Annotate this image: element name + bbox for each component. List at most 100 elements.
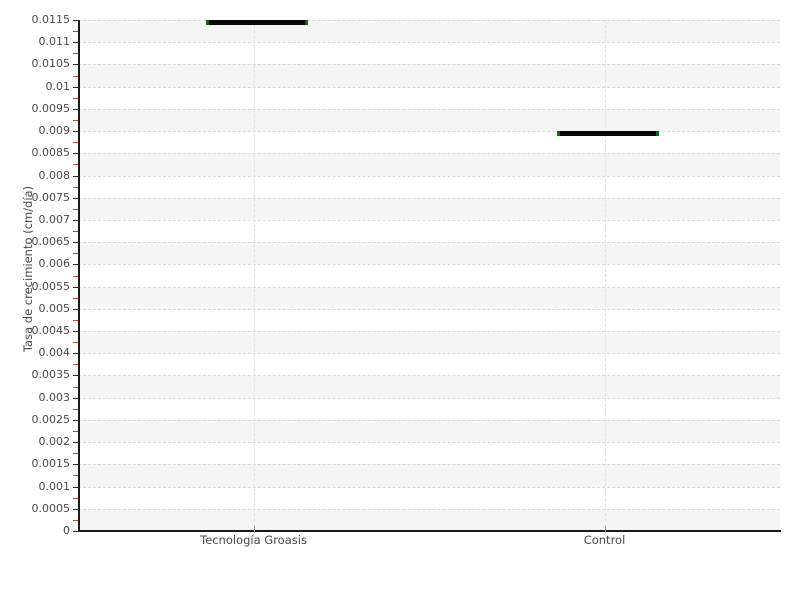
y-axis-tick-label: 0.0065: [31, 235, 71, 249]
y-axis-major-tick: [73, 397, 79, 399]
y-axis-title: Tasa de crecimiento (cm/día): [21, 185, 35, 353]
y-axis-minor-tick: [73, 231, 78, 233]
plot-band: [78, 419, 780, 443]
y-axis-minor-tick: [73, 208, 78, 210]
y-axis-tick-label: 0.0035: [31, 368, 71, 382]
y-axis-line: [78, 20, 80, 532]
data-bar: [556, 131, 659, 137]
horizontal-gridline: [78, 508, 780, 510]
y-axis-minor-tick: [73, 475, 78, 477]
y-axis-tick-label: 0.001: [38, 479, 71, 493]
y-axis-minor-tick: [73, 408, 78, 410]
plot-band: [78, 375, 780, 398]
y-axis-tick-label: 0.0115: [31, 13, 71, 26]
y-axis-major-tick: [73, 242, 79, 244]
y-axis-major-tick: [73, 131, 79, 133]
plot-band: [78, 197, 780, 220]
y-axis-tick-label: 0.009: [38, 124, 71, 138]
y-axis-tick-label: 0.0095: [31, 101, 71, 115]
horizontal-gridline: [78, 331, 780, 333]
plot-band: [78, 108, 780, 132]
y-axis-tick-label: 0.003: [38, 390, 71, 404]
plot-band: [78, 153, 780, 176]
y-axis-major-tick: [73, 442, 79, 444]
y-axis-major-tick: [73, 153, 79, 155]
horizontal-gridline: [78, 86, 780, 88]
plot-band: [78, 64, 780, 87]
y-axis-minor-tick: [73, 386, 78, 388]
y-axis-major-tick: [73, 175, 79, 177]
y-axis-minor-tick: [73, 97, 78, 99]
y-axis-major-tick: [73, 531, 79, 532]
plot-band: [78, 242, 780, 265]
y-axis-major-tick: [73, 64, 79, 66]
plot-band: [78, 508, 780, 531]
y-axis-minor-tick: [73, 164, 78, 166]
x-axis-major-tick: [253, 526, 255, 533]
horizontal-gridline: [78, 375, 780, 377]
y-axis-tick-label: 0.0075: [31, 190, 71, 204]
y-axis-major-tick: [73, 353, 79, 355]
horizontal-gridline: [78, 64, 780, 66]
y-axis-major-tick: [73, 86, 79, 88]
y-axis-tick-label: 0.004: [38, 346, 71, 360]
y-axis-minor-tick: [73, 31, 78, 33]
y-axis-minor-tick: [73, 275, 78, 277]
y-axis-tick-label: 0.0085: [31, 146, 71, 160]
y-axis-major-tick: [73, 331, 79, 333]
horizontal-gridline: [78, 131, 780, 133]
horizontal-gridline: [78, 108, 780, 110]
y-axis-tick-label: 0.011: [38, 35, 71, 49]
horizontal-gridline: [78, 464, 780, 466]
y-axis-major-tick: [73, 464, 79, 466]
y-axis-minor-tick: [73, 519, 78, 521]
y-axis-major-tick: [73, 375, 79, 377]
y-axis-tick-label: 0.0025: [31, 412, 71, 426]
horizontal-gridline: [78, 442, 780, 444]
horizontal-gridline: [78, 20, 780, 21]
y-axis-minor-tick: [73, 497, 78, 499]
y-axis-tick-label: 0.0005: [31, 501, 71, 515]
horizontal-gridline: [78, 397, 780, 399]
y-axis-major-tick: [73, 308, 79, 310]
vertical-gridline: [604, 20, 606, 531]
vertical-gridline: [253, 20, 255, 531]
y-axis-minor-tick: [73, 453, 78, 455]
y-axis-tick-label: 0.0055: [31, 279, 71, 293]
plot-area: [78, 20, 780, 531]
y-axis-major-tick: [73, 508, 79, 510]
y-axis-minor-tick: [73, 186, 78, 188]
y-axis-major-tick: [73, 42, 79, 44]
horizontal-gridline: [78, 308, 780, 310]
y-axis-minor-tick: [73, 342, 78, 344]
horizontal-gridline: [78, 219, 780, 221]
y-axis-tick-label: 0.0015: [31, 457, 71, 471]
y-axis-major-tick: [73, 286, 79, 288]
horizontal-gridline: [78, 197, 780, 199]
y-axis-tick-label: 0: [63, 524, 70, 537]
horizontal-gridline: [78, 486, 780, 488]
data-bar: [205, 20, 308, 26]
horizontal-gridline: [78, 286, 780, 288]
y-axis-tick-label: 0.0105: [31, 57, 71, 71]
y-axis-tick-label: 0.002: [38, 435, 71, 449]
x-axis-major-tick: [604, 526, 606, 533]
y-axis-minor-tick: [73, 119, 78, 121]
y-axis-minor-tick: [73, 319, 78, 321]
plot-band: [78, 20, 780, 43]
y-axis-minor-tick: [73, 142, 78, 144]
horizontal-gridline: [78, 153, 780, 155]
y-axis-tick-label: 0.008: [38, 168, 71, 182]
y-axis-major-tick: [73, 108, 79, 110]
y-axis-minor-tick: [73, 53, 78, 55]
plot-band: [78, 464, 780, 487]
horizontal-gridline: [78, 242, 780, 244]
y-axis-tick-label: 0.005: [38, 301, 71, 315]
y-axis-minor-tick: [73, 364, 78, 366]
horizontal-gridline: [78, 175, 780, 177]
y-axis-tick-label: 0.0045: [31, 324, 71, 338]
horizontal-gridline: [78, 419, 780, 421]
y-axis-minor-tick: [73, 75, 78, 77]
y-axis-major-tick: [73, 219, 79, 221]
horizontal-gridline: [78, 264, 780, 266]
